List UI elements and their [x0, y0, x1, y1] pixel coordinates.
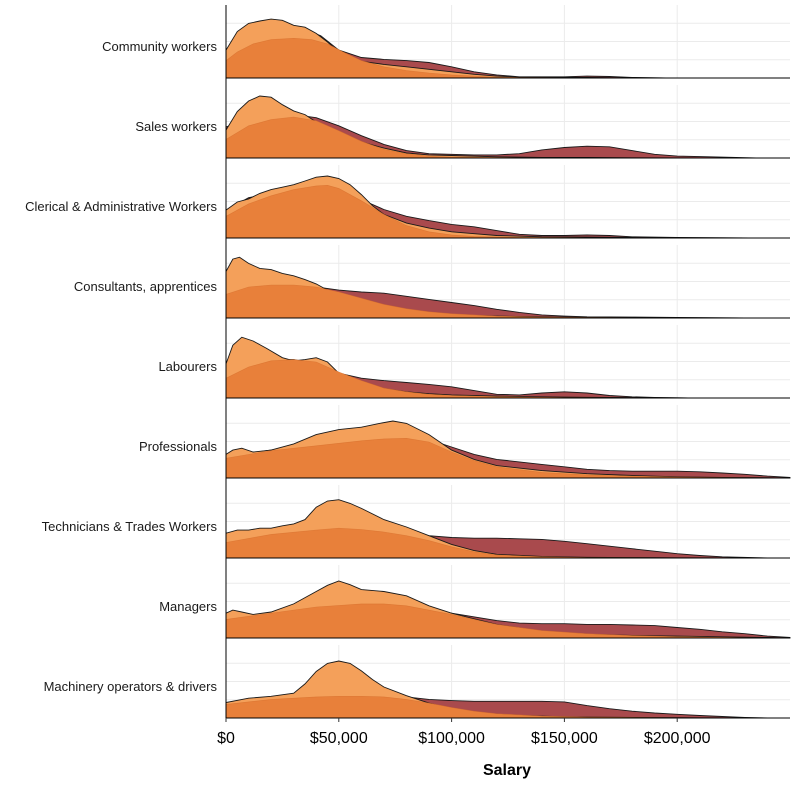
ridge-row: Technicians & Trades Workers — [42, 485, 790, 559]
ridge-row: Consultants, apprentices — [74, 245, 790, 319]
density-mid — [225, 696, 768, 719]
row-label: Labourers — [158, 359, 217, 374]
row-label: Machinery operators & drivers — [44, 679, 218, 694]
ridge-row: Managers — [159, 565, 791, 639]
x-axis: $0 $50,000 $100,000 $150,000 $200,000 — [217, 718, 711, 747]
row-label: Managers — [159, 599, 217, 614]
ridge-row: Community workers — [102, 5, 790, 79]
ridge-row: Labourers — [158, 325, 790, 399]
ridge-row: Clerical & Administrative Workers — [25, 165, 790, 239]
x-tick-label: $50,000 — [310, 730, 368, 747]
x-axis-title: Salary — [483, 762, 531, 779]
ridge-row: Machinery operators & drivers — [44, 645, 790, 719]
row-label: Professionals — [139, 439, 218, 454]
ridge-row: Professionals — [139, 405, 791, 479]
row-label: Technicians & Trades Workers — [42, 519, 218, 534]
row-label: Community workers — [102, 39, 217, 54]
row-label: Consultants, apprentices — [74, 279, 218, 294]
density-mid — [225, 603, 791, 639]
x-tick-label: $150,000 — [531, 730, 598, 747]
x-tick-label: $100,000 — [418, 730, 485, 747]
row-label: Sales workers — [135, 119, 217, 134]
x-tick-label: $0 — [217, 730, 235, 747]
x-tick-label: $200,000 — [644, 730, 711, 747]
ridge-row: Sales workers — [135, 85, 790, 159]
row-label: Clerical & Administrative Workers — [25, 199, 217, 214]
density-mid — [225, 116, 757, 159]
chart-panels: Community workers Sales workers Clerical &… — [25, 5, 791, 719]
density-mid — [225, 437, 791, 479]
